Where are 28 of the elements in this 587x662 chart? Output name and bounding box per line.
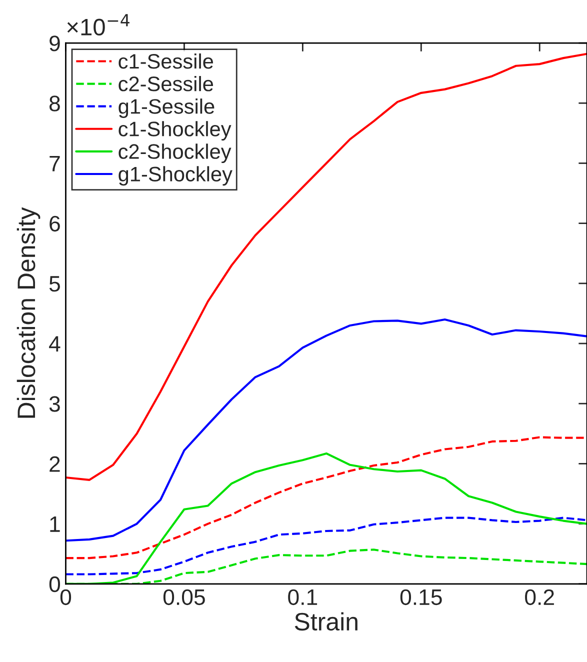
line-series: [66, 52, 587, 481]
legend-label: c1-Shockley: [118, 121, 232, 141]
line-series: [66, 436, 587, 560]
legend-label: c2-Sessile: [118, 76, 213, 92]
legend-label: c1-Sessile: [118, 53, 213, 69]
x-tick-label: 0.05: [163, 589, 205, 606]
text: ×10$^{−4}$: [67, 14, 130, 36]
y-tick-label: 8: [49, 96, 60, 112]
y-axis-title: Dislocation Density: [16, 207, 40, 418]
y-tick-label: 4: [49, 336, 60, 352]
legend-label: c2-Shockley: [118, 144, 232, 164]
legend-label: g1-Shockley: [118, 166, 232, 186]
x-axis-title: Strain: [294, 612, 358, 631]
y-tick-label: 0: [49, 576, 60, 592]
y-tick-label: 3: [49, 396, 60, 412]
x-tick-label: 0.1: [288, 589, 318, 606]
line-series: [66, 516, 587, 576]
y-tick-label: 2: [50, 456, 60, 472]
y-tick-label: 1: [50, 516, 60, 532]
y-tick-label: 6: [50, 216, 60, 232]
x-tick-label: 0: [60, 589, 72, 606]
line-series: [66, 318, 587, 542]
legend-label: g1-Sessile: [118, 98, 214, 118]
y-tick-label: 9: [50, 36, 60, 52]
y-tick-label: 5: [49, 276, 60, 292]
x-tick-label: 0.15: [400, 589, 442, 606]
y-tick-label: 7: [50, 156, 60, 172]
x-tick-label: 0.2: [525, 589, 554, 606]
